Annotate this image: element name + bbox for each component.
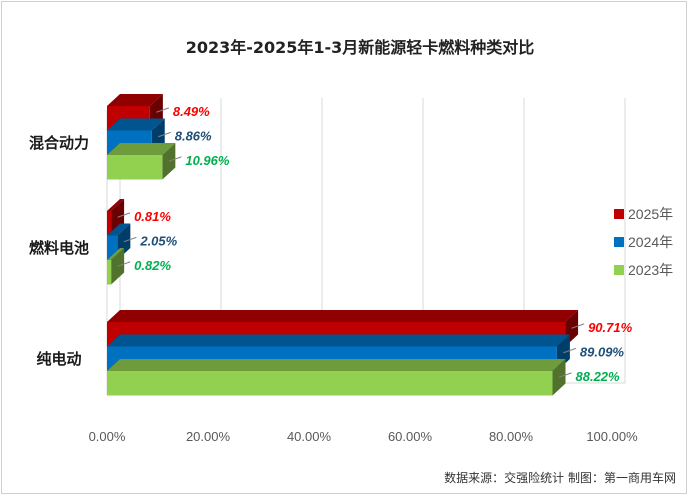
data-label: 90.71% [588, 320, 633, 335]
bar [107, 359, 566, 396]
category-label: 燃料电池 [29, 239, 89, 257]
x-tick-label: 80.00% [489, 429, 534, 444]
data-label: 8.49% [173, 104, 210, 119]
label-leader [117, 261, 131, 267]
bars [107, 94, 579, 396]
bar [107, 143, 176, 180]
label-leader [571, 323, 585, 329]
x-tick-label: 100.00% [586, 429, 638, 444]
label-leader [117, 212, 131, 218]
category-label: 纯电动 [36, 350, 81, 368]
chart-title: 2023年-2025年1-3月新能源轻卡燃料种类对比 [186, 38, 535, 57]
data-label: 10.96% [185, 153, 230, 168]
label-leader [558, 372, 572, 378]
x-tick-label: 60.00% [388, 429, 433, 444]
data-labels: 8.49% 8.86% 10.96% 0.81% 2.05% 0.82% 90.71% 89.… [117, 104, 633, 384]
legend-swatch [614, 209, 624, 219]
legend-swatch [614, 237, 624, 247]
data-label: 88.22% [576, 369, 621, 384]
label-leader [123, 236, 137, 243]
legend-label: 2025年 [628, 206, 673, 222]
x-tick-label: 0.00% [89, 429, 126, 444]
category-label: 混合动力 [29, 134, 89, 152]
label-leader [158, 131, 171, 138]
x-tick-label: 20.00% [186, 429, 231, 444]
legend-swatch [614, 265, 624, 275]
legend-label: 2023年 [628, 262, 673, 278]
data-label: 0.81% [134, 209, 171, 224]
legend-label: 2024年 [628, 234, 673, 250]
label-leader [168, 156, 182, 162]
data-label: 89.09% [580, 344, 625, 359]
x-tick-label: 40.00% [287, 429, 332, 444]
source-note: 数据来源：交强险统计 制图：第一商用车网 [444, 470, 676, 485]
label-leader [156, 107, 170, 113]
legend: 2025年 2024年 2023年 [614, 206, 673, 278]
data-label: 8.86% [175, 128, 212, 143]
label-leader [563, 347, 577, 354]
data-label: 0.82% [134, 258, 171, 273]
x-tick-labels: 0.00% 20.00% 40.00% 60.00% 80.00% 100.00% [89, 429, 639, 444]
data-label: 2.05% [139, 233, 177, 248]
